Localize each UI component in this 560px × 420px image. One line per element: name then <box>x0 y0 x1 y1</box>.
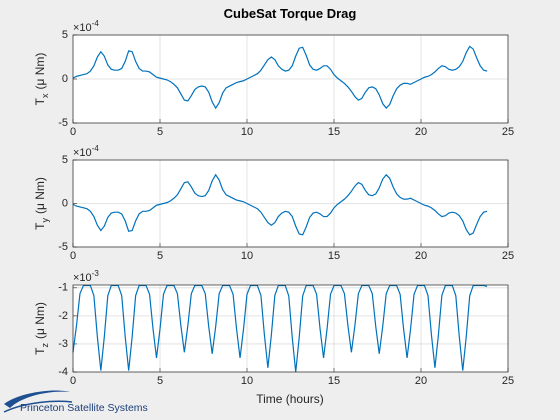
x-tick-label: 10 <box>241 250 253 262</box>
y-tick-label: -5 <box>58 117 68 129</box>
logo-swoosh-line <box>3 400 73 413</box>
y-tick-label: 5 <box>62 29 68 41</box>
y-tick-label: -1 <box>58 282 68 294</box>
data-line <box>72 284 488 373</box>
x-tick-label: 20 <box>415 126 427 138</box>
y-tick-label: -2 <box>58 310 68 322</box>
x-tick-label: 0 <box>70 375 76 387</box>
y-exponent-power: -4 <box>92 19 100 28</box>
y-axis-label: Tx (μ Nm) <box>33 53 50 106</box>
y-exponent-base: ×10 <box>73 272 92 284</box>
y-label-symbol: T <box>33 97 47 105</box>
y-exponent-power: -4 <box>92 144 100 153</box>
y-exponent-base: ×10 <box>73 147 92 159</box>
y-exponent: ×10-3 <box>73 269 99 284</box>
x-tick-label: 5 <box>157 375 163 387</box>
x-tick-label: 0 <box>70 126 76 138</box>
chart-title: CubeSat Torque Drag <box>224 6 357 21</box>
y-tick-label: -4 <box>58 366 68 378</box>
x-tick-label: 10 <box>241 375 253 387</box>
y-exponent-power: -3 <box>92 269 100 278</box>
axes-background <box>73 285 508 372</box>
x-tick-label: 10 <box>241 126 253 138</box>
x-tick-label: 5 <box>157 250 163 262</box>
y-tick-label: 5 <box>62 154 68 166</box>
y-tick-label: 0 <box>62 197 68 209</box>
y-exponent: ×10-4 <box>73 144 99 159</box>
x-tick-label: 5 <box>157 126 163 138</box>
y-exponent-base: ×10 <box>73 22 92 34</box>
logo-text: Princeton Satellite Systems <box>20 402 148 414</box>
y-axis-label: Ty (μ Nm) <box>33 177 50 230</box>
y-tick-label: 0 <box>62 73 68 85</box>
y-exponent: ×10-4 <box>73 19 99 34</box>
x-tick-label: 15 <box>328 250 340 262</box>
x-axis-label: Time (hours) <box>256 392 324 406</box>
y-tick-label: -3 <box>58 338 68 350</box>
y-label-symbol: T <box>33 222 47 230</box>
y-label-unit: (μ Nm) <box>33 53 47 90</box>
x-tick-label: 20 <box>415 375 427 387</box>
y-label-symbol: T <box>33 347 47 355</box>
x-tick-label: 25 <box>502 126 514 138</box>
x-tick-label: 15 <box>328 126 340 138</box>
x-tick-label: 25 <box>502 375 514 387</box>
x-tick-label: 25 <box>502 250 514 262</box>
logo-swoosh <box>4 390 70 408</box>
y-label-subscript: z <box>40 343 50 348</box>
axes-box <box>72 284 509 373</box>
axes-box <box>72 34 509 124</box>
x-tick-label: 20 <box>415 250 427 262</box>
data-line <box>72 45 488 110</box>
x-tick-label: 15 <box>328 375 340 387</box>
y-label-subscript: x <box>40 93 50 98</box>
y-label-subscript: y <box>40 218 50 223</box>
logo: Princeton Satellite Systems <box>3 390 148 414</box>
data-line <box>72 173 488 236</box>
y-axis-label: Tz (μ Nm) <box>33 302 50 355</box>
x-tick-label: 0 <box>70 250 76 262</box>
axes-box <box>72 159 509 248</box>
y-label-unit: (μ Nm) <box>33 177 47 214</box>
y-tick-label: -5 <box>58 241 68 253</box>
y-label-unit: (μ Nm) <box>33 302 47 339</box>
